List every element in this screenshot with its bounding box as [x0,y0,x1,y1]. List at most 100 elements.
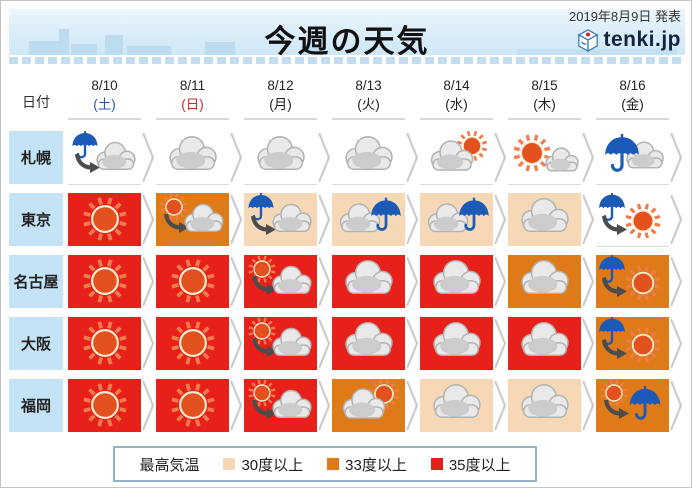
sun-with-cloud-weather-icon [513,134,579,172]
sunny-weather-icon [82,383,127,427]
cell-separator [229,193,244,246]
skyline-decoration [205,42,235,57]
chevron-right-icon [142,132,155,182]
cloudy-weather-icon [432,384,481,419]
forecast-table: 日付 8/10 (土) 8/11 (日) 8/12 (月) 8/13 (火) 8/14 (水) 8/… [9,77,685,441]
rain-then-sun-weather-icon [598,255,660,301]
cloudy-weather-icon [256,136,305,171]
sunny-weather-icon [82,197,127,241]
weather-cell[interactable] [596,316,669,370]
cell-separator [493,255,508,308]
weather-cell[interactable] [156,378,229,432]
sun-then-cloud-weather-icon [247,317,312,358]
legend-item-label: 33度以上 [345,456,407,474]
chevron-right-icon [230,318,243,368]
weather-cell[interactable] [156,254,229,308]
rainy-weather-icon [604,134,664,173]
skyline-decoration [127,46,171,57]
chevron-right-icon [230,256,243,306]
weather-cell[interactable] [596,254,669,308]
weather-cell[interactable] [420,254,493,308]
weather-cell[interactable] [508,130,581,185]
sunny-weather-icon [170,259,215,303]
logo-text: tenki.jp [603,28,681,51]
cell-separator [405,317,420,370]
weather-cell[interactable] [332,192,405,246]
date-text: 8/14 [443,78,470,93]
weather-cell[interactable] [244,378,317,432]
day-header: 8/14 (水) [420,77,493,120]
city-label: 名古屋 [9,254,63,308]
legend-item: 30度以上 [223,454,303,475]
page-title: 今週の天気 [264,24,430,59]
day-header: 8/11 (日) [156,77,229,120]
weather-cell[interactable] [596,130,669,185]
weather-cell[interactable] [508,316,581,370]
cell-separator [405,131,420,184]
cloud-with-rain-weather-icon [339,197,401,233]
chevron-right-icon [494,256,507,306]
legend-items: 30度以上 33度以上 35度以上 [223,454,511,475]
chevron-right-icon [670,318,683,368]
weather-cell[interactable] [508,378,581,432]
weather-cell[interactable] [68,192,141,246]
cell-separator [493,131,508,184]
chevron-right-icon [318,194,331,244]
weather-cell[interactable] [156,192,229,246]
weather-cell[interactable] [508,192,581,246]
cloudy-weather-icon [344,136,393,171]
chevron-right-icon [494,380,507,430]
weather-cell[interactable] [244,254,317,308]
chevron-right-icon [582,380,595,430]
sun-then-cloud-weather-icon [159,193,224,234]
cell-separator [493,379,508,432]
weather-cell[interactable] [332,316,405,370]
weather-cell[interactable] [156,316,229,370]
weather-cell[interactable] [596,192,669,247]
weather-cell[interactable] [68,316,141,370]
chevron-right-icon [406,256,419,306]
chevron-right-icon [494,132,507,182]
cell-separator [317,193,332,246]
cloudy-weather-icon [520,322,569,357]
weather-cell[interactable] [156,130,229,185]
cell-separator [141,131,156,184]
weather-cell[interactable] [332,130,405,185]
chevron-right-icon [318,380,331,430]
cloudy-weather-icon [432,260,481,295]
weather-cell[interactable] [420,378,493,432]
chevron-right-icon [582,194,595,244]
weather-cell[interactable] [420,192,493,246]
weather-cell[interactable] [332,378,405,432]
cell-separator [405,379,420,432]
weather-cell[interactable] [68,254,141,308]
cell-separator [493,317,508,370]
cell-separator [141,255,156,308]
weather-cell[interactable] [244,316,317,370]
weather-cell[interactable] [420,316,493,370]
legend-swatch [327,458,340,470]
legend-item-label: 35度以上 [448,456,511,474]
legend-title: 最高気温 [139,456,200,474]
city-label: 東京 [9,192,63,246]
logo-cube-icon [577,29,599,52]
cell-separator [229,131,244,184]
weather-cell[interactable] [420,130,493,185]
header-meta: 2019年8月9日 発表 tenki.jp [569,6,681,52]
weather-cell[interactable] [68,378,141,432]
cell-separator [669,255,684,308]
weather-cell[interactable] [596,378,669,432]
tenki-logo[interactable]: tenki.jp [569,28,681,52]
cloudy-weather-icon [520,384,569,419]
date-text: 8/11 [179,78,206,93]
weather-cell[interactable] [68,130,141,185]
skyline-decoration [71,44,97,57]
weather-cell[interactable] [508,254,581,308]
cloud-with-sun-weather-icon [342,379,399,420]
legend-item-label: 30度以上 [241,456,304,474]
skyline-decoration [105,35,123,57]
weather-cell[interactable] [332,254,405,308]
weather-cell[interactable] [244,192,317,246]
weather-cell[interactable] [244,130,317,185]
sun-then-rain-weather-icon [599,379,660,420]
